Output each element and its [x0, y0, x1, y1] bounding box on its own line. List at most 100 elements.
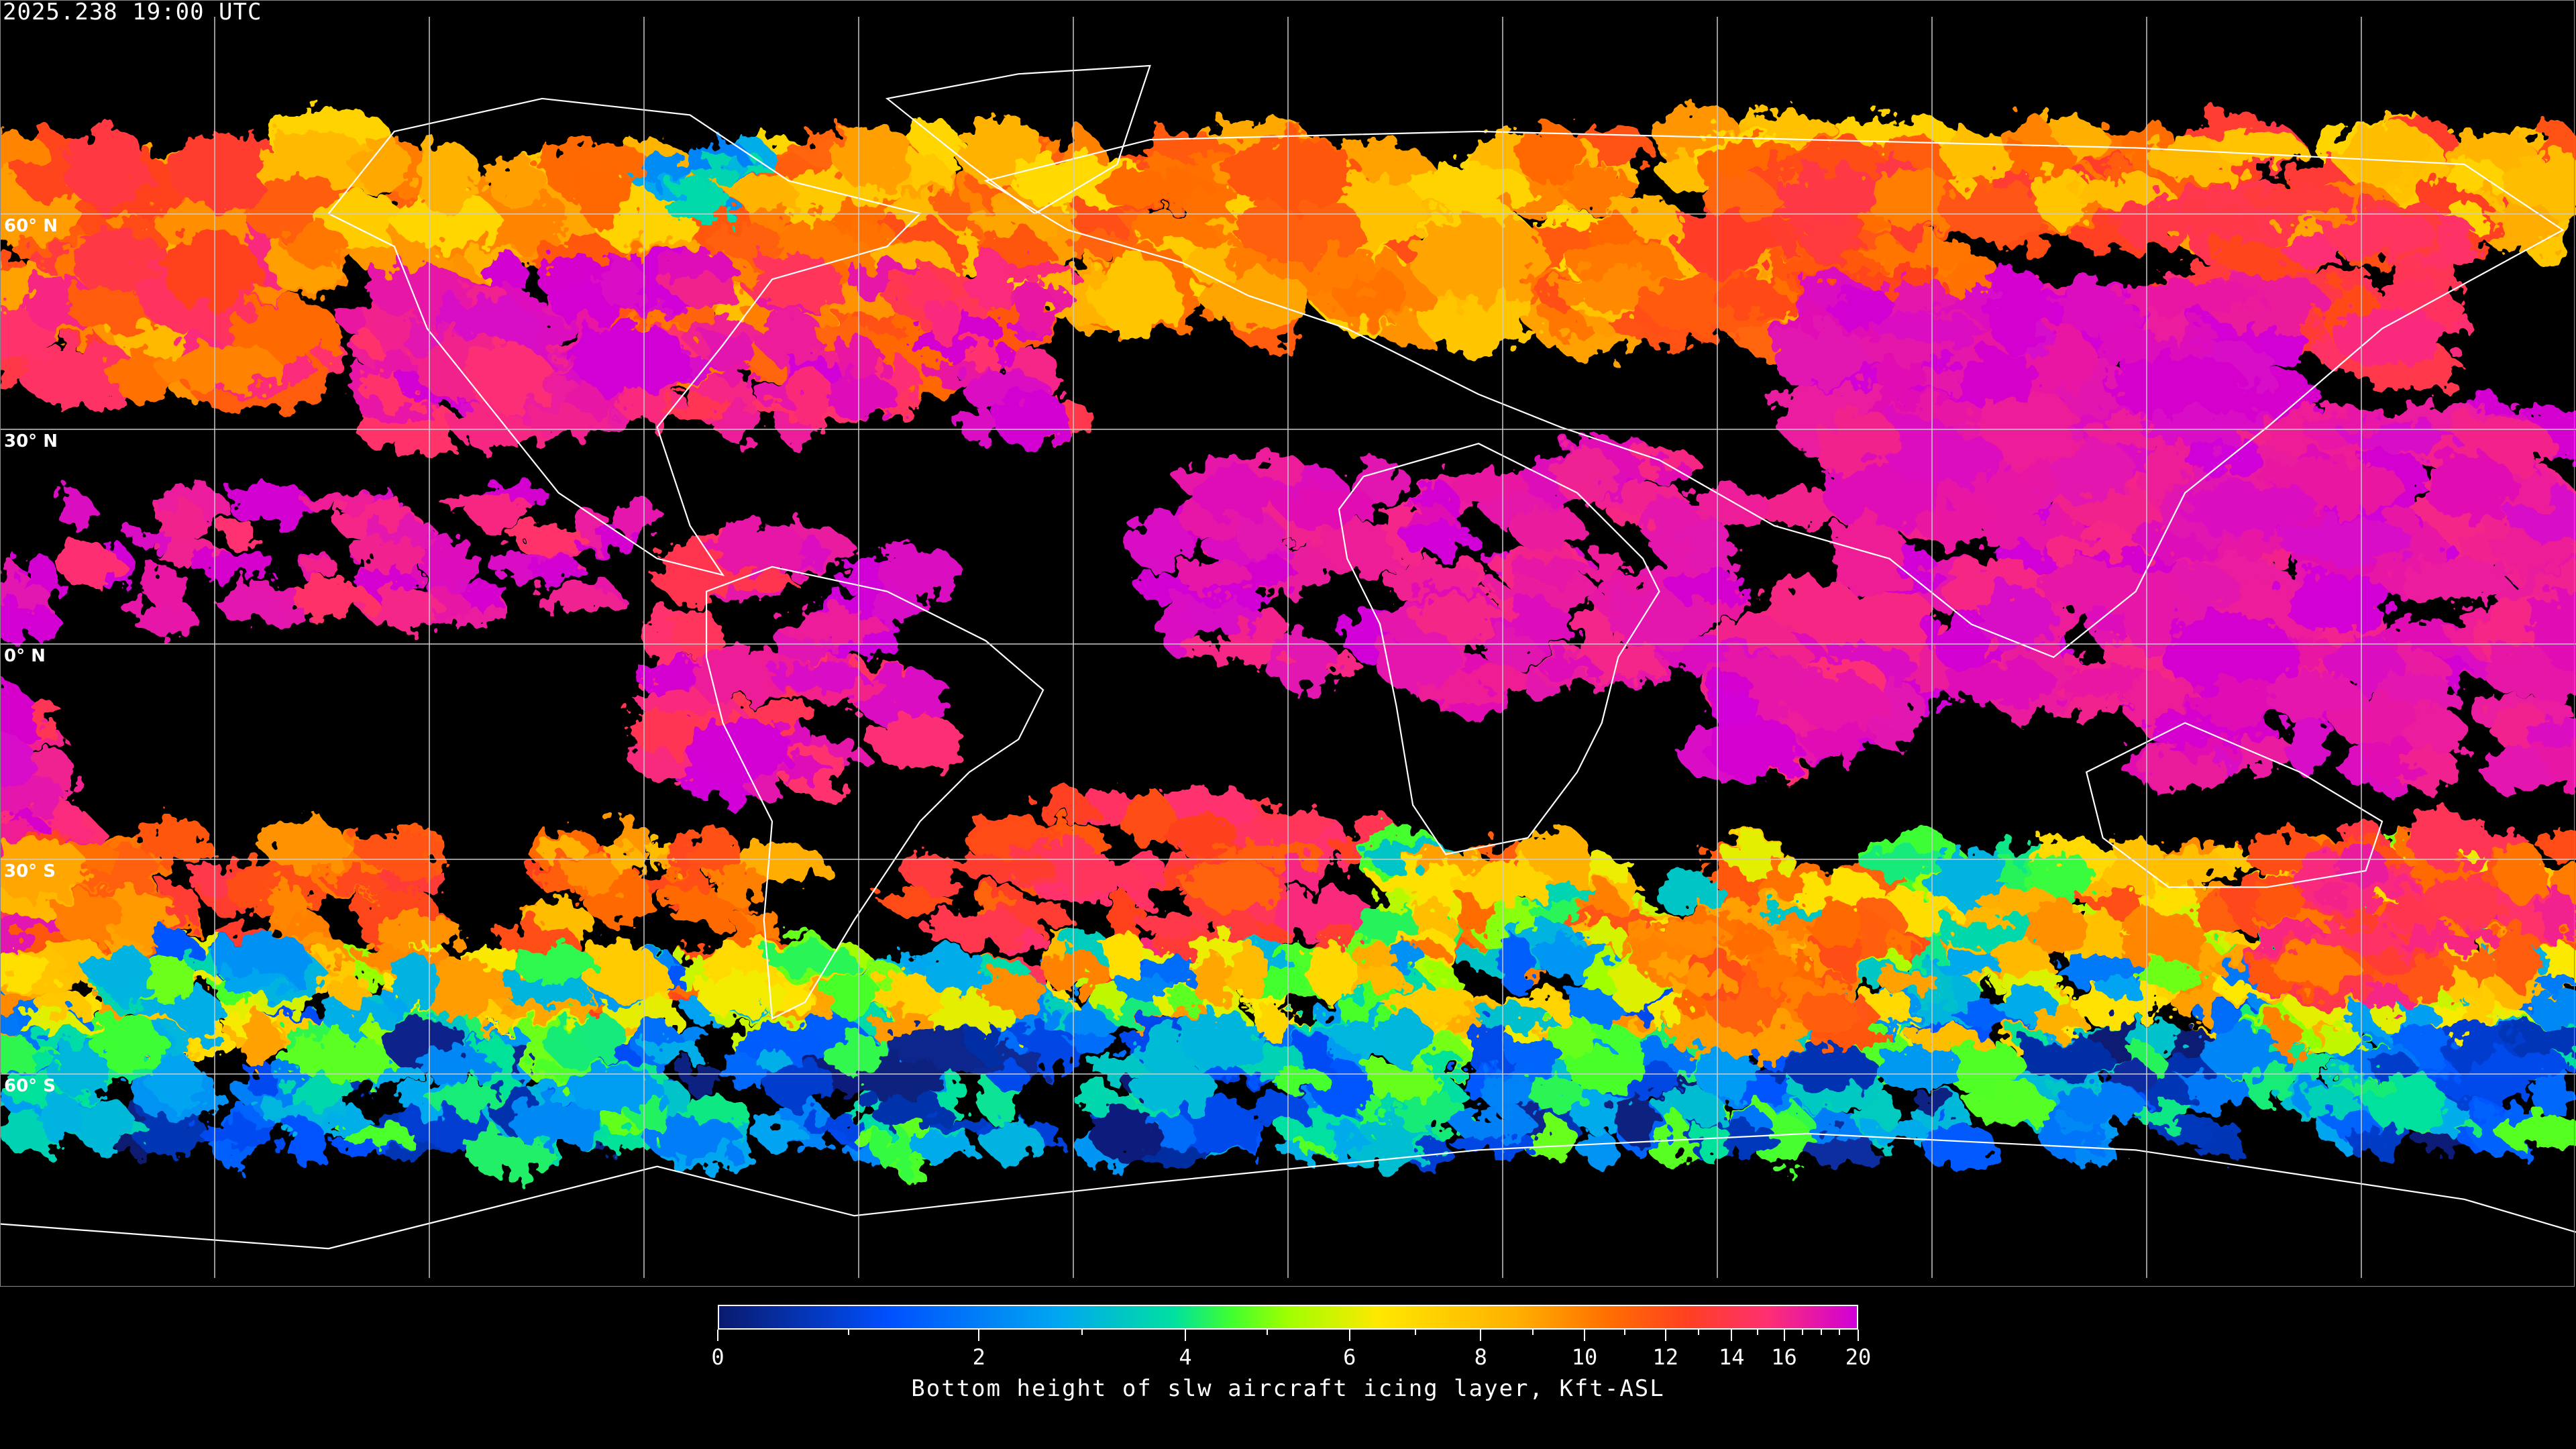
- icing-cloud-patch: [1095, 167, 1212, 206]
- lat-label-0n: 0° N: [4, 646, 46, 666]
- icing-cloud-patch: [1803, 1130, 1875, 1166]
- timestamp: 2025.238 19:00 UTC: [3, 0, 262, 25]
- icing-cloud-patch: [776, 610, 885, 644]
- icing-cloud-patch: [1376, 1008, 1428, 1065]
- icing-cloud-patch: [1787, 1044, 1876, 1092]
- icing-cloud-patch: [2424, 454, 2517, 521]
- icing-cloud-patch: [770, 664, 867, 692]
- icing-cloud-patch: [324, 869, 384, 894]
- graticule: [0, 17, 2576, 1278]
- icing-cloud-patch: [1484, 1078, 1544, 1113]
- icing-cloud-patch: [417, 142, 480, 217]
- icing-cloud-patch: [1227, 941, 1267, 1000]
- icing-cloud-patch: [1044, 949, 1106, 993]
- icing-cloud-patch: [2141, 302, 2191, 340]
- icing-cloud-patch: [514, 944, 595, 985]
- colorbar-tick-label: 12: [1652, 1344, 1678, 1370]
- icing-cloud-patch: [630, 702, 700, 755]
- icing-cloud-patch: [1071, 205, 1128, 235]
- icing-cloud-patch: [220, 970, 290, 995]
- icing-cloud-patch: [1180, 640, 1285, 662]
- icing-cloud-patch: [685, 717, 791, 780]
- icing-cloud-patch: [1277, 486, 1376, 527]
- icing-cloud-patch: [1831, 517, 1907, 596]
- icing-cloud-patch: [1086, 980, 1124, 1012]
- icing-cloud-patch: [1794, 676, 1886, 730]
- icing-cloud-patch: [355, 136, 410, 195]
- colorbar-minor-tick: [1839, 1330, 1841, 1335]
- icing-cloud-patch: [663, 273, 738, 300]
- icing-cloud-patch: [1686, 528, 1724, 555]
- icing-cloud-patch: [64, 125, 148, 207]
- colorbar-tick-label: 6: [1343, 1344, 1356, 1370]
- icing-cloud-patch: [566, 855, 616, 894]
- colorbar-minor-tick: [1698, 1330, 1699, 1335]
- icing-cloud-patch: [598, 258, 643, 308]
- icing-cloud-patch: [2084, 912, 2125, 965]
- colorbar-minor-tick: [1820, 1330, 1822, 1335]
- icing-cloud-patch: [1391, 981, 1472, 1016]
- icing-cloud-patch: [1497, 934, 1536, 992]
- icing-cloud-patch: [922, 910, 1026, 947]
- icing-cloud-patch: [531, 586, 618, 610]
- icing-cloud-patch: [1214, 840, 1323, 865]
- icing-cloud-patch: [702, 331, 757, 369]
- icing-cloud-patch: [1249, 809, 1333, 833]
- icing-cloud-patch: [694, 644, 767, 708]
- icing-cloud-patch: [1994, 987, 2056, 1021]
- colorbar-minor-tick: [847, 1330, 849, 1335]
- colorbar-major-tick: [1185, 1330, 1186, 1341]
- icing-cloud-patch: [2015, 1035, 2112, 1079]
- icing-cloud-patch: [57, 489, 91, 529]
- icing-cloud-patch: [370, 264, 465, 320]
- icing-cloud-patch: [2538, 828, 2576, 861]
- icing-cloud-patch: [1985, 511, 2084, 547]
- icing-cloud-patch: [989, 1061, 1026, 1089]
- icing-cloud-patch: [375, 913, 464, 952]
- icing-cloud-patch: [1561, 167, 1638, 212]
- icing-cloud-patch: [419, 1049, 497, 1082]
- lat-label-30n: 30° N: [4, 431, 58, 451]
- icing-cloud-patch: [1245, 1093, 1311, 1125]
- icing-cloud-patch: [266, 880, 307, 928]
- icing-cloud-patch: [636, 690, 726, 714]
- icing-map: [0, 17, 2576, 1278]
- icing-cloud-patch: [113, 349, 171, 404]
- icing-cloud-patch: [2241, 831, 2322, 872]
- icing-cloud-patch: [218, 519, 258, 546]
- icing-cloud-patch: [1974, 887, 2055, 912]
- icing-cloud-patch: [227, 300, 342, 364]
- icing-cloud-patch: [0, 603, 61, 643]
- icing-cloud-patch: [1887, 432, 2004, 485]
- colorbar-minor-tick: [1267, 1330, 1269, 1335]
- icing-cloud-patch: [130, 598, 196, 635]
- coastline-south-america: [705, 566, 1044, 1020]
- icing-cloud-patch: [1554, 446, 1615, 504]
- icing-cloud-patch: [2301, 1084, 2358, 1120]
- colorbar-major-tick: [1348, 1330, 1350, 1341]
- icing-cloud-patch: [876, 1126, 913, 1173]
- icing-cloud-patch: [1327, 1121, 1363, 1163]
- icing-cloud-patch: [1707, 718, 1803, 782]
- icing-cloud-patch: [1916, 497, 1995, 547]
- colorbar-tick-label: 0: [711, 1344, 724, 1370]
- icing-cloud-patch: [2251, 882, 2304, 922]
- icing-cloud-patch: [1185, 598, 1260, 634]
- icing-cloud-patch: [1395, 1092, 1467, 1136]
- coastline-africa: [1338, 443, 1660, 855]
- icing-cloud-patch: [1305, 817, 1348, 877]
- icing-cloud-patch: [2057, 286, 2137, 338]
- icing-cloud-patch: [688, 827, 740, 879]
- icing-cloud-patch: [1179, 557, 1251, 594]
- icing-cloud-patch: [763, 946, 856, 973]
- icing-cloud-patch: [1454, 1107, 1536, 1142]
- icing-cloud-patch: [747, 256, 835, 282]
- icing-cloud-patch: [967, 1024, 1004, 1061]
- icing-cloud-patch: [2482, 643, 2553, 695]
- icing-cloud-patch: [1933, 609, 1994, 673]
- icing-cloud-patch: [1271, 891, 1375, 938]
- icing-cloud-patch: [420, 533, 478, 584]
- icing-cloud-patch: [1251, 1010, 1289, 1037]
- icing-cloud-patch: [1921, 1122, 1996, 1170]
- icing-cloud-patch: [1608, 587, 1711, 652]
